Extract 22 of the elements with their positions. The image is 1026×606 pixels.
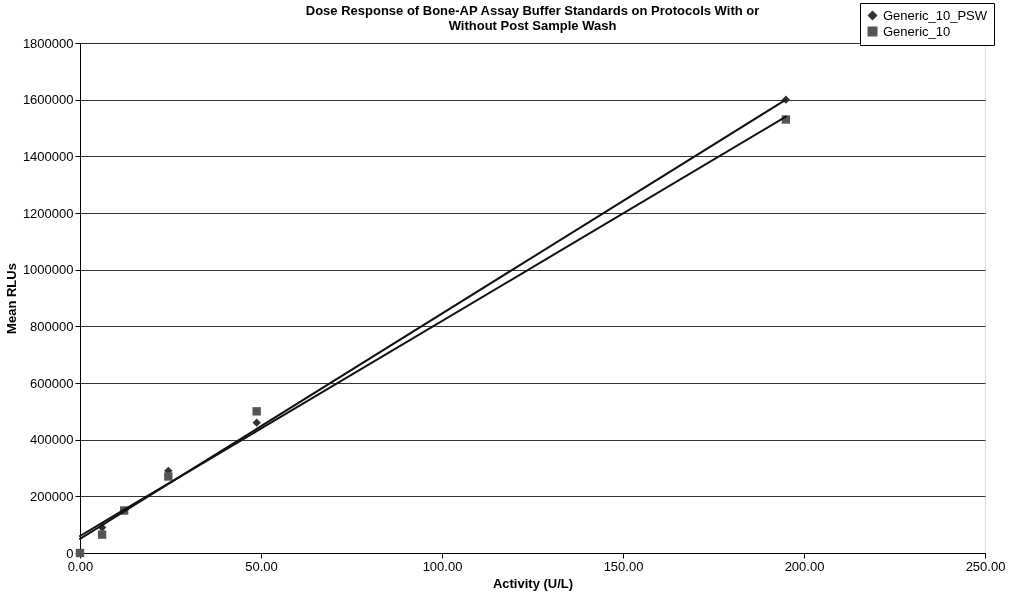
x-axis-title: Activity (U/L) — [492, 575, 574, 591]
x-tick-label: 100.00 — [422, 558, 463, 574]
y-tick-label: 1800000 — [22, 35, 74, 51]
x-tick-label: 250.00 — [965, 558, 1006, 574]
y-axis-title: Mean RLUs — [3, 263, 19, 334]
legend-label: Generic_10 — [883, 23, 951, 39]
x-tick-label: 150.00 — [603, 558, 644, 574]
x-tick-label: 200.00 — [784, 558, 825, 574]
y-tick-label: 1000000 — [22, 262, 74, 278]
x-tick-label: 50.00 — [245, 558, 278, 574]
y-tick-label: 600000 — [30, 375, 74, 391]
legend-label: Generic_10_PSW — [883, 7, 988, 23]
text: Without Post Sample Wash — [448, 18, 617, 33]
y-tick-label: 1600000 — [22, 92, 74, 108]
x-tick-label: 0.00 — [67, 558, 94, 574]
y-tick-label: 1200000 — [22, 205, 74, 221]
y-tick-label: 400000 — [30, 432, 74, 448]
y-tick-label: 200000 — [30, 488, 74, 504]
y-tick-label: 1400000 — [22, 148, 74, 164]
y-tick-label: 0 — [66, 545, 74, 561]
y-tick-label: 800000 — [30, 318, 74, 334]
text: Dose Response of Bone-AP Assay Buffer Standards on Protocols With or — [305, 3, 760, 18]
